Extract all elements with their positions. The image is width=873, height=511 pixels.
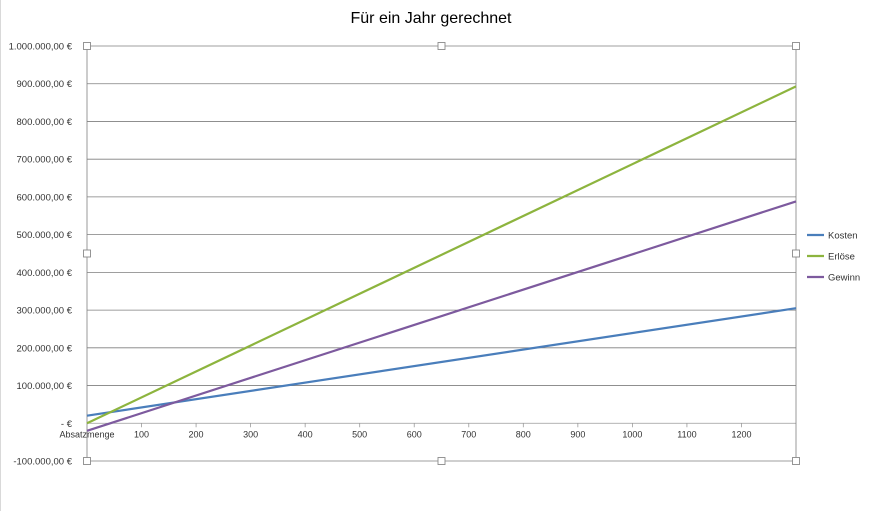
y-axis-tick-labels: 1.000.000,00 € 900.000,00 € 800.000,00 € 70…	[9, 42, 73, 468]
resize-handle[interactable]	[792, 249, 800, 258]
x-tick-label: 1100	[677, 429, 696, 439]
y-tick-label: 700.000,00 €	[17, 155, 73, 166]
y-tick-label: 200.000,00 €	[17, 343, 73, 354]
series-lines	[86, 85, 797, 432]
legend: Kosten Erlöse Gewinn	[807, 231, 860, 284]
x-tick-label: 900	[570, 429, 585, 439]
legend-label: Erlöse	[828, 252, 855, 263]
x-tick-label: 1200	[731, 429, 751, 439]
y-tick-label: 1.000.000,00 €	[9, 42, 73, 53]
y-tick-label: 300.000,00 €	[17, 306, 73, 317]
y-tick-label: -100.000,00 €	[13, 457, 72, 468]
y-tick-label: 800.000,00 €	[17, 117, 73, 128]
x-tick-label: 400	[298, 429, 313, 439]
series-line-erl-se	[86, 85, 797, 425]
y-tick-label: - €	[61, 419, 73, 430]
x-axis-title: Absatzmenge	[59, 429, 114, 439]
x-axis-tick-labels: 100 200 300 400 500 600 700 800 900 1000 1100 1200 A…	[59, 429, 751, 439]
x-tick-label: 100	[134, 429, 149, 439]
x-tick-label: 600	[407, 429, 422, 439]
x-tick-label: 300	[243, 429, 258, 439]
resize-handle[interactable]	[83, 42, 91, 50]
series-line-gewinn	[86, 200, 797, 432]
chart-title: Für ein Jahr gerechnet	[350, 10, 512, 27]
x-tick-label: 800	[516, 429, 531, 439]
resize-handle[interactable]	[437, 457, 446, 465]
resize-handle[interactable]	[83, 457, 91, 465]
x-tick-label: 500	[352, 429, 367, 439]
y-tick-label: 100.000,00 €	[17, 381, 73, 392]
x-tick-label: 700	[461, 429, 476, 439]
gridlines	[86, 45, 797, 462]
y-tick-label: 500.000,00 €	[17, 230, 73, 241]
y-tick-label: 400.000,00 €	[17, 268, 73, 279]
resize-handle[interactable]	[792, 457, 800, 465]
resize-handle[interactable]	[792, 42, 800, 50]
series-line-kosten	[86, 307, 797, 417]
y-tick-label: 600.000,00 €	[17, 192, 73, 203]
legend-label: Kosten	[828, 231, 858, 242]
legend-label: Gewinn	[828, 273, 860, 284]
x-tick-label: 200	[189, 429, 204, 439]
x-tick-label: 1000	[622, 429, 642, 439]
plot-area-selection-handles[interactable]	[83, 42, 800, 465]
resize-handle[interactable]	[437, 42, 446, 50]
y-tick-label: 900.000,00 €	[17, 79, 73, 90]
resize-handle[interactable]	[83, 249, 91, 258]
